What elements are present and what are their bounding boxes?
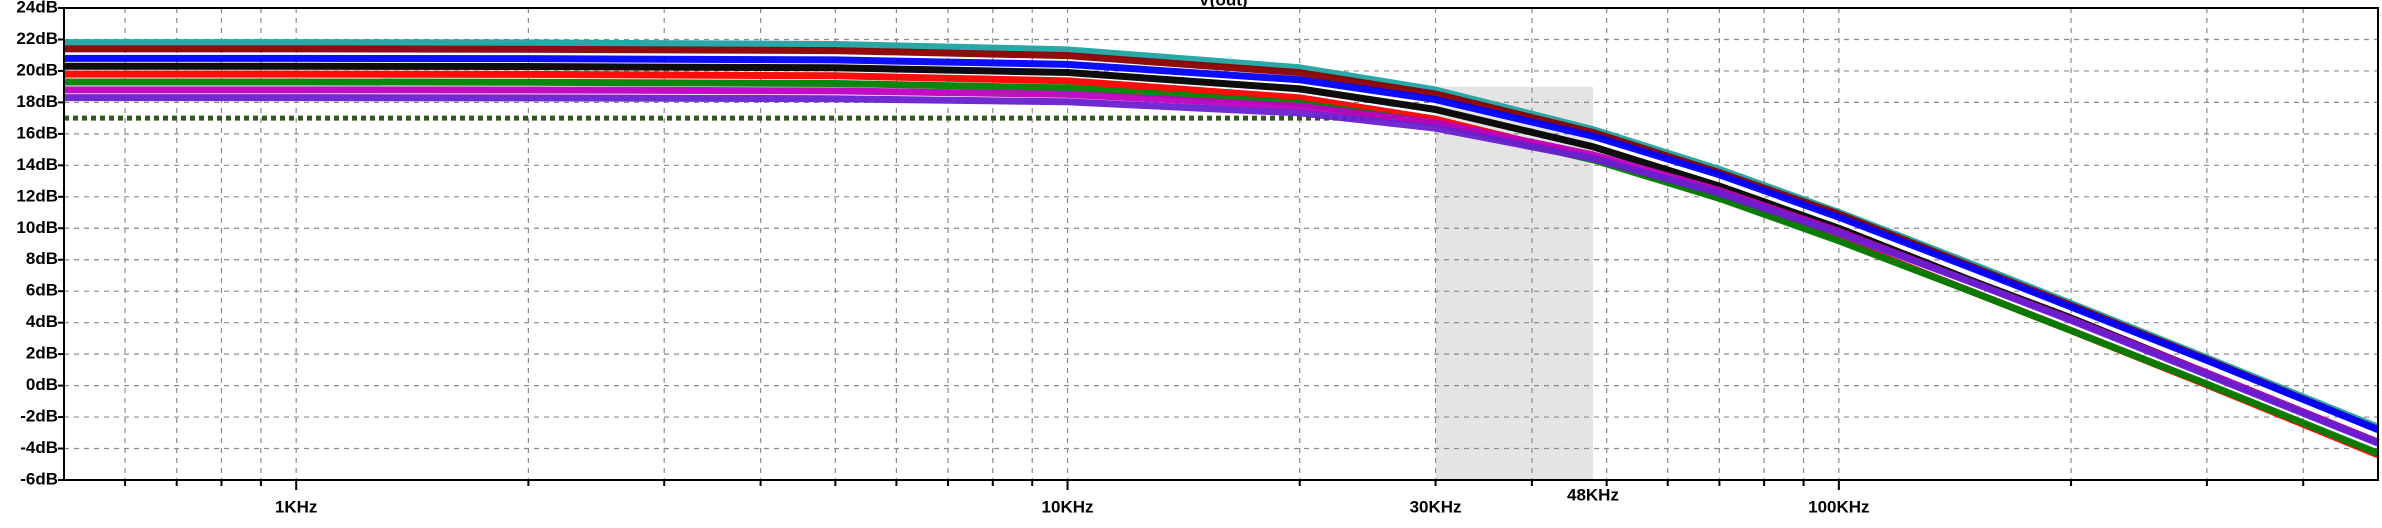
y-tick-label: 20dB	[16, 60, 58, 79]
x-tick-label: 10KHz	[1042, 497, 1094, 516]
series-line	[64, 62, 2380, 446]
series-line	[64, 78, 2380, 457]
series-line	[64, 86, 2380, 446]
series-line	[64, 54, 2380, 433]
y-tick-label: -4dB	[20, 438, 58, 457]
chart-title: V(out)	[1198, 0, 1247, 9]
y-tick-label: 2dB	[26, 344, 58, 363]
series-line	[64, 94, 2380, 447]
x-tick-label: 100KHz	[1808, 497, 1869, 516]
y-tick-label: 0dB	[26, 375, 58, 394]
y-tick-label: 24dB	[16, 0, 58, 16]
y-tick-label: -6dB	[20, 469, 58, 488]
cursor-label: 30KHz	[1410, 497, 1462, 516]
y-tick-label: 8dB	[26, 249, 58, 268]
y-tick-label: 14dB	[16, 155, 58, 174]
plot-frame	[63, 7, 2379, 481]
y-tick-label: 18dB	[16, 92, 58, 111]
y-tick-label: 16dB	[16, 123, 58, 142]
y-tick-label: 6dB	[26, 281, 58, 300]
y-tick-label: 12dB	[16, 186, 58, 205]
x-tick-label: 1KHz	[275, 497, 318, 516]
y-tick-label: 22dB	[16, 29, 58, 48]
y-tick-label: 10dB	[16, 218, 58, 237]
y-tick-label: -2dB	[20, 407, 58, 426]
y-tick-label: 4dB	[26, 312, 58, 331]
series-line	[64, 70, 2380, 459]
cursor-label: 48KHz	[1567, 485, 1619, 504]
